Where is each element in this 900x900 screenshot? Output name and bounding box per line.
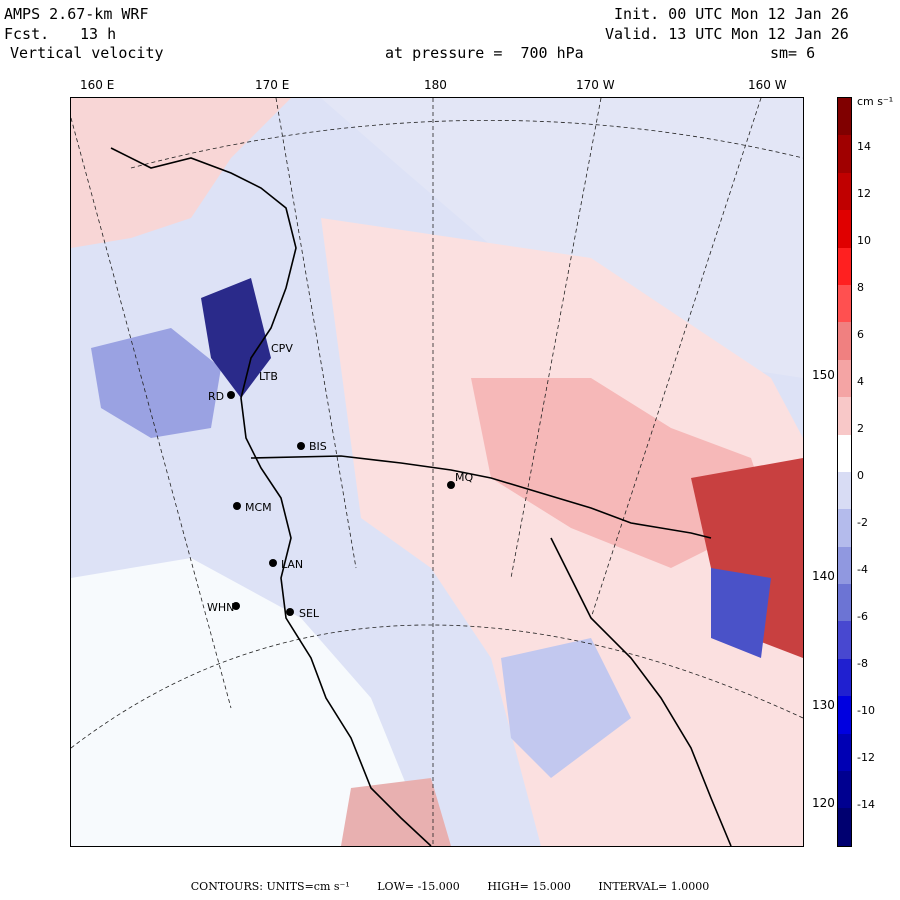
plateau-white bbox=[71, 558, 431, 846]
grounding-line bbox=[550, 537, 732, 846]
smoothing: sm= 6 bbox=[770, 44, 816, 62]
field-name: Vertical velocity bbox=[10, 44, 164, 62]
station-label-cpv: CPV bbox=[271, 342, 293, 355]
station-marker-whn bbox=[232, 602, 240, 610]
colorbar-tick-label: -4 bbox=[857, 563, 868, 576]
colorbar-segment bbox=[838, 733, 851, 772]
contour-units: CONTOURS: UNITS=cm s⁻¹ bbox=[190, 880, 350, 893]
graticule bbox=[71, 98, 803, 846]
positive-patch-east bbox=[471, 378, 771, 568]
colorbar-segment bbox=[838, 172, 851, 211]
station-marker-rd bbox=[227, 391, 235, 399]
colorbar-tick-label: 4 bbox=[857, 375, 864, 388]
region-north bbox=[321, 98, 803, 378]
forecast-value: 13 h bbox=[80, 25, 117, 43]
meridian-170w bbox=[510, 98, 602, 579]
contour-cluster-coast bbox=[201, 278, 271, 398]
model-title: AMPS 2.67-km WRF bbox=[4, 5, 149, 23]
stations bbox=[227, 391, 455, 616]
colorbar-segment bbox=[838, 284, 851, 323]
colorbar-tick-label: 14 bbox=[857, 140, 871, 153]
colorbar-tick-label: 6 bbox=[857, 328, 864, 341]
colorbar-tick-label: 10 bbox=[857, 234, 871, 247]
colorbar-segment bbox=[838, 397, 851, 435]
colorbar-segment bbox=[838, 546, 851, 585]
init-time: Init. 00 UTC Mon 12 Jan 26 bbox=[614, 5, 849, 23]
downdraft-east bbox=[711, 568, 771, 658]
colorbar-segment bbox=[838, 322, 851, 360]
colorbar-segment bbox=[838, 434, 851, 472]
coastline-west bbox=[110, 147, 432, 846]
station-marker-sel bbox=[286, 608, 294, 616]
warm-region-nw bbox=[71, 98, 291, 248]
contour-info: CONTOURS: UNITS=cm s⁻¹ LOW= -15.000 HIGH… bbox=[0, 880, 900, 893]
colorbar-segment bbox=[838, 509, 851, 547]
contour-interval: INTERVAL= 1.0000 bbox=[598, 880, 710, 893]
station-label-mcm: MCM bbox=[245, 501, 272, 514]
colorbar-tick-label: 8 bbox=[857, 281, 864, 294]
coastline bbox=[110, 147, 732, 846]
station-labels: CPV LTB BIS MCM LAN WHN SEL RD MQ bbox=[207, 342, 473, 620]
strong-updraft-east bbox=[691, 458, 803, 658]
station-marker-mcm bbox=[233, 502, 241, 510]
station-marker-lan bbox=[269, 559, 277, 567]
colorbar-tick-label: -10 bbox=[857, 704, 875, 717]
colorbar bbox=[837, 97, 852, 847]
lon-label-180: 180 bbox=[424, 78, 447, 92]
colorbar-segment bbox=[838, 247, 851, 285]
colorbar-segment bbox=[838, 98, 851, 136]
colorbar-tick-label: -8 bbox=[857, 657, 868, 670]
colorbar-segment bbox=[838, 584, 851, 622]
warm-region-shelf bbox=[321, 218, 803, 846]
downdraft-south bbox=[501, 638, 631, 778]
station-label-ltb: LTB bbox=[259, 370, 278, 383]
colorbar-segment bbox=[838, 696, 851, 734]
station-label-sel: SEL bbox=[299, 607, 320, 620]
downdraft-west bbox=[91, 328, 221, 438]
shelf-edge bbox=[250, 455, 712, 539]
colorbar-segment bbox=[838, 210, 851, 248]
contour-low: LOW= -15.000 bbox=[377, 880, 460, 893]
colorbar-segment bbox=[838, 771, 851, 809]
station-marker-mq bbox=[447, 481, 455, 489]
valid-time: Valid. 13 UTC Mon 12 Jan 26 bbox=[605, 25, 849, 43]
parallel-1 bbox=[130, 119, 803, 169]
meridian-160e bbox=[71, 117, 232, 709]
colorbar-tick-label: -2 bbox=[857, 516, 868, 529]
colorbar-segment bbox=[838, 135, 851, 173]
forecast-label: Fcst. bbox=[4, 25, 50, 43]
colorbar-segment bbox=[838, 658, 851, 697]
meridian-170e bbox=[275, 98, 357, 569]
colorbar-segment bbox=[838, 621, 851, 659]
lon-label-170e: 170 E bbox=[255, 78, 290, 92]
parallel-2 bbox=[71, 624, 803, 749]
station-label-lan: LAN bbox=[281, 558, 303, 571]
colorbar-tick-label: -14 bbox=[857, 798, 875, 811]
colorbar-segment bbox=[838, 471, 851, 510]
colorbar-segment bbox=[838, 808, 851, 846]
lon-label-160e: 160 E bbox=[80, 78, 115, 92]
colorbar-tick-label: 0 bbox=[857, 469, 864, 482]
map-panel: CPV LTB BIS MCM LAN WHN SEL RD MQ bbox=[70, 97, 804, 847]
colorbar-tick-label: 2 bbox=[857, 422, 864, 435]
station-label-rd: RD bbox=[208, 390, 224, 403]
lon-label-160w: 160 W bbox=[748, 78, 787, 92]
map-svg: CPV LTB BIS MCM LAN WHN SEL RD MQ bbox=[71, 98, 803, 846]
station-label-bis: BIS bbox=[309, 440, 327, 453]
colorbar-units: cm s⁻¹ bbox=[857, 95, 894, 108]
colorbar-tick-label: 12 bbox=[857, 187, 871, 200]
colorbar-tick-label: -6 bbox=[857, 610, 868, 623]
colorbar-segment bbox=[838, 359, 851, 398]
pressure-level: at pressure = 700 hPa bbox=[385, 44, 584, 62]
contour-high: HIGH= 15.000 bbox=[487, 880, 571, 893]
station-label-whn: WHN bbox=[207, 601, 234, 614]
lon-label-170w: 170 W bbox=[576, 78, 615, 92]
station-label-mq: MQ bbox=[455, 471, 473, 484]
meridian-160w bbox=[590, 98, 762, 619]
colorbar-tick-label: -12 bbox=[857, 751, 875, 764]
station-marker-bis bbox=[297, 442, 305, 450]
